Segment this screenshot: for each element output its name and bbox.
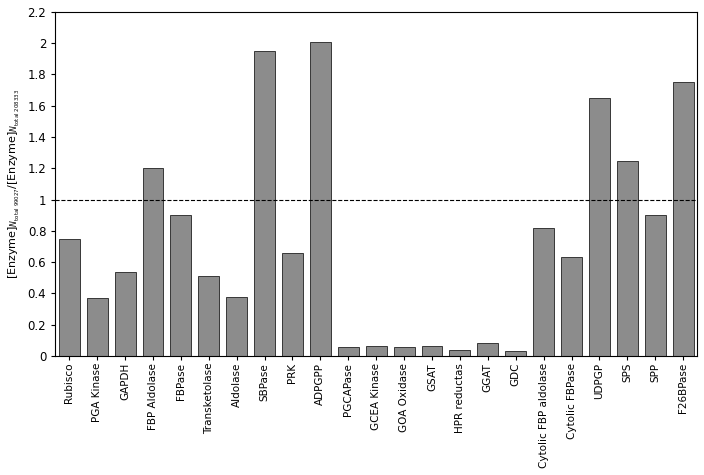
Bar: [199, 276, 219, 356]
Bar: [505, 352, 526, 356]
Bar: [561, 257, 582, 356]
Bar: [254, 51, 275, 356]
Bar: [477, 343, 498, 356]
Bar: [310, 42, 331, 356]
Bar: [226, 296, 247, 356]
Bar: [87, 298, 108, 356]
Bar: [589, 98, 610, 356]
Bar: [282, 253, 303, 356]
Bar: [449, 350, 470, 356]
Bar: [533, 228, 554, 356]
Bar: [672, 82, 693, 356]
Bar: [422, 346, 442, 356]
Bar: [617, 161, 638, 356]
Bar: [170, 215, 191, 356]
Y-axis label: $[\mathrm{Enzyme}]_{N_{\mathrm{total}\ 99027}}$$/[\mathrm{Enzyme}]_{N_{\mathrm{t: $[\mathrm{Enzyme}]_{N_{\mathrm{total}\ 9…: [7, 89, 22, 279]
Bar: [645, 215, 666, 356]
Bar: [394, 347, 415, 356]
Bar: [115, 272, 136, 356]
Bar: [366, 346, 386, 356]
Bar: [59, 239, 80, 356]
Bar: [338, 347, 359, 356]
Bar: [142, 168, 163, 356]
